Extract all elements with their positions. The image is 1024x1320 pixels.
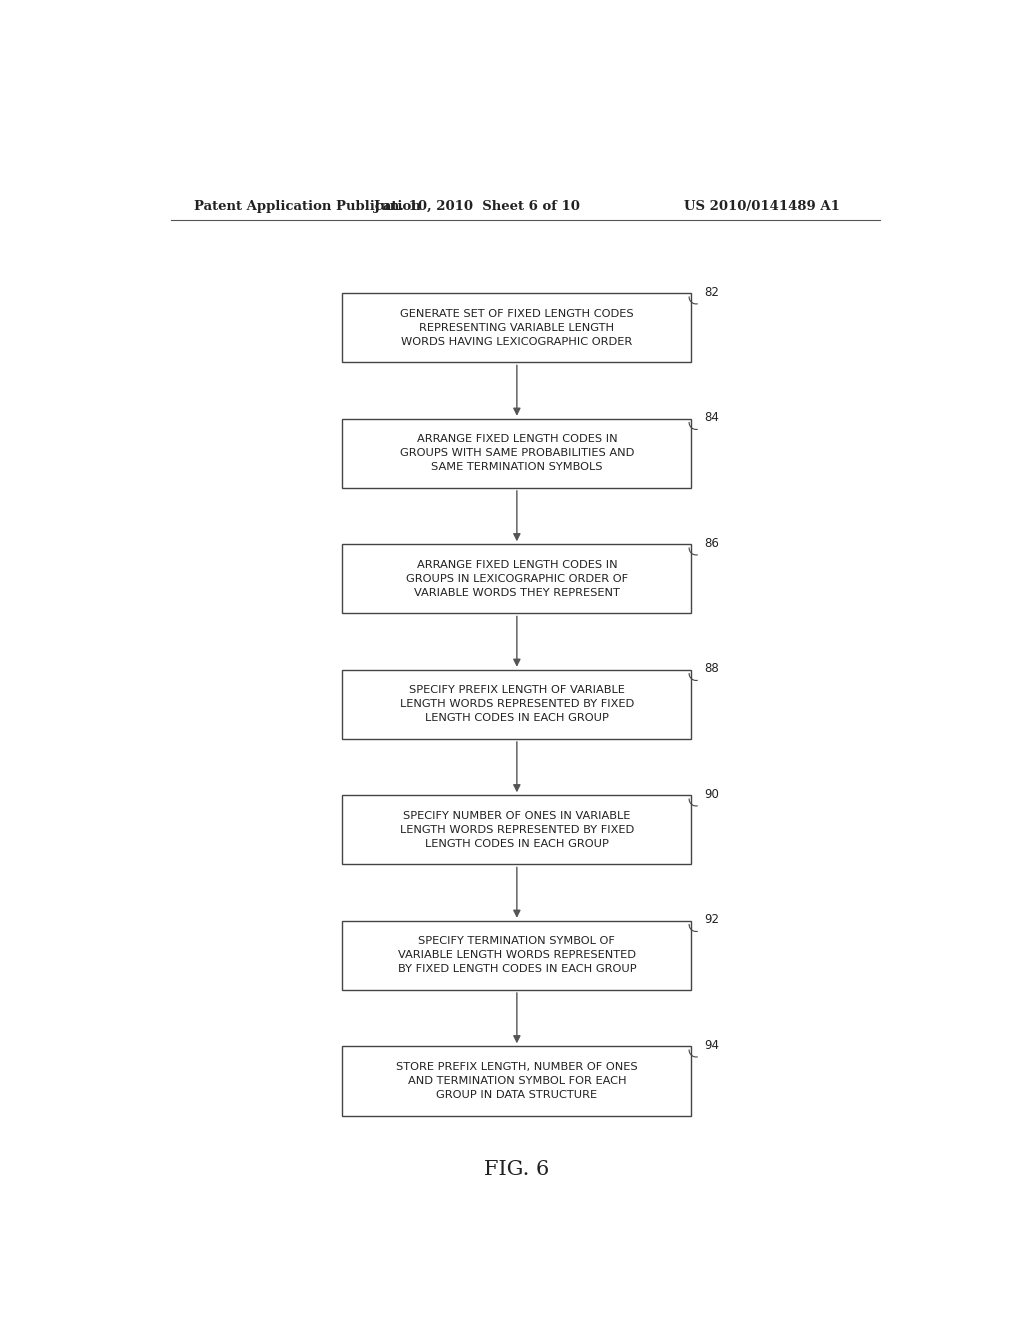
Text: GENERATE SET OF FIXED LENGTH CODES
REPRESENTING VARIABLE LENGTH
WORDS HAVING LEX: GENERATE SET OF FIXED LENGTH CODES REPRE… <box>400 309 634 347</box>
Text: ARRANGE FIXED LENGTH CODES IN
GROUPS IN LEXICOGRAPHIC ORDER OF
VARIABLE WORDS TH: ARRANGE FIXED LENGTH CODES IN GROUPS IN … <box>406 560 628 598</box>
Text: SPECIFY PREFIX LENGTH OF VARIABLE
LENGTH WORDS REPRESENTED BY FIXED
LENGTH CODES: SPECIFY PREFIX LENGTH OF VARIABLE LENGTH… <box>399 685 634 723</box>
Bar <box>342 921 691 990</box>
Text: 88: 88 <box>703 663 719 676</box>
Text: STORE PREFIX LENGTH, NUMBER OF ONES
AND TERMINATION SYMBOL FOR EACH
GROUP IN DAT: STORE PREFIX LENGTH, NUMBER OF ONES AND … <box>396 1061 638 1100</box>
Bar <box>342 418 691 488</box>
Text: 90: 90 <box>703 788 719 801</box>
Text: US 2010/0141489 A1: US 2010/0141489 A1 <box>684 199 841 213</box>
Text: SPECIFY NUMBER OF ONES IN VARIABLE
LENGTH WORDS REPRESENTED BY FIXED
LENGTH CODE: SPECIFY NUMBER OF ONES IN VARIABLE LENGT… <box>399 810 634 849</box>
Text: ARRANGE FIXED LENGTH CODES IN
GROUPS WITH SAME PROBABILITIES AND
SAME TERMINATIO: ARRANGE FIXED LENGTH CODES IN GROUPS WIT… <box>399 434 634 473</box>
Bar <box>342 293 691 363</box>
Text: SPECIFY TERMINATION SYMBOL OF
VARIABLE LENGTH WORDS REPRESENTED
BY FIXED LENGTH : SPECIFY TERMINATION SYMBOL OF VARIABLE L… <box>397 936 636 974</box>
Text: 84: 84 <box>703 412 719 425</box>
Bar <box>342 669 691 739</box>
Text: 86: 86 <box>703 537 719 550</box>
Text: Jun. 10, 2010  Sheet 6 of 10: Jun. 10, 2010 Sheet 6 of 10 <box>374 199 580 213</box>
Bar <box>342 544 691 614</box>
Text: FIG. 6: FIG. 6 <box>484 1160 550 1179</box>
Bar <box>342 1047 691 1115</box>
Text: 94: 94 <box>703 1039 719 1052</box>
Bar <box>342 795 691 865</box>
Text: 92: 92 <box>703 913 719 927</box>
Text: 82: 82 <box>703 286 719 298</box>
Text: Patent Application Publication: Patent Application Publication <box>194 199 421 213</box>
